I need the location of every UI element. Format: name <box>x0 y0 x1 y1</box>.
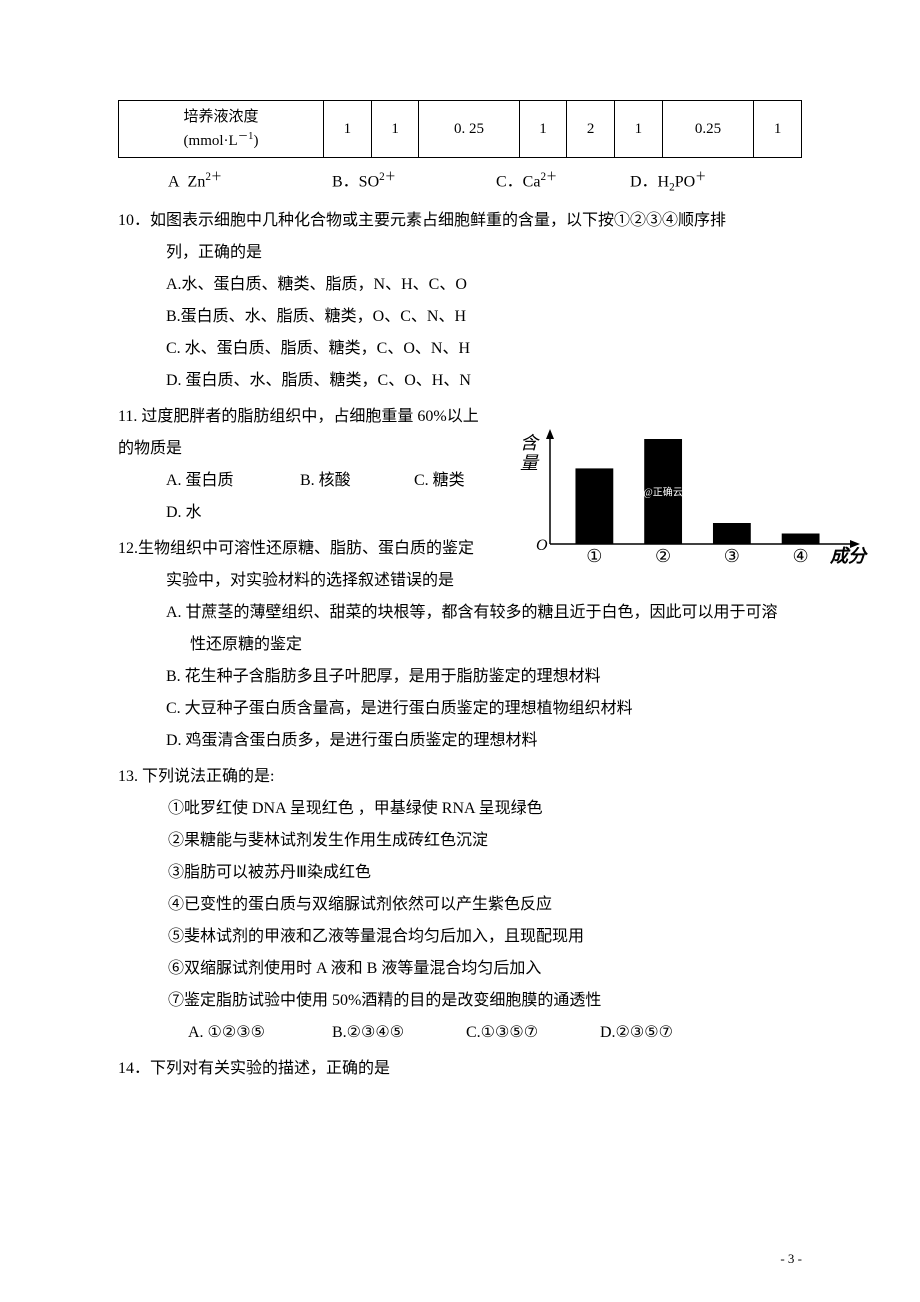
q13-option-b: B.②③④⑤ <box>332 1017 462 1049</box>
q9-option-a: A Zn2＋ <box>168 166 328 198</box>
q9-options: A Zn2＋ B．SO2＋ C．Ca2＋ D．H2PO＋ <box>118 166 802 199</box>
q13-item-6: ⑥双缩脲试剂使用时 A 液和 B 液等量混合均匀后加入 <box>118 953 802 985</box>
table-cell: 1 <box>371 101 419 158</box>
svg-text:O: O <box>536 537 548 554</box>
q13-option-d: D.②③⑤⑦ <box>600 1017 720 1049</box>
q10-stem2: 列，正确的是 <box>118 237 802 269</box>
q14-stem: 14．下列对有关实验的描述，正确的是 <box>118 1053 802 1085</box>
svg-text:①: ① <box>586 546 602 566</box>
table-cell: 0.25 <box>662 101 753 158</box>
q13-item-5: ⑤斐林试剂的甲液和乙液等量混合均匀后加入，且现配现用 <box>118 921 802 953</box>
svg-text:④: ④ <box>793 546 809 566</box>
table-cell: 1 <box>615 101 663 158</box>
q13-option-c: C.①③⑤⑦ <box>466 1017 596 1049</box>
bar-chart-svg: 含量 O ① ② ③ ④ @正确云成分 <box>510 429 870 569</box>
q13: 13. 下列说法正确的是: ①吡罗红使 DNA 呈现红色 ，甲基绿使 RNA 呈… <box>118 761 802 1049</box>
q11-option-c: C. 糖类 <box>414 465 514 497</box>
svg-text:成分: 成分 <box>829 546 868 566</box>
q13-item-3: ③脂肪可以被苏丹Ⅲ染成红色 <box>118 857 802 889</box>
svg-text:③: ③ <box>724 546 740 566</box>
q13-item-4: ④已变性的蛋白质与双缩脲试剂依然可以产生紫色反应 <box>118 889 802 921</box>
svg-text:含: 含 <box>520 433 540 453</box>
q13-option-a: A. ①②③⑤ <box>188 1017 328 1049</box>
table-cell: 0. 25 <box>419 101 519 158</box>
q12-stem2: 实验中，对实验材料的选择叙述错误的是 <box>118 565 802 597</box>
q10-option-a: A.水、蛋白质、糖类、脂质，N、H、C、O <box>118 269 802 301</box>
bar-chart: 含量 O ① ② ③ ④ @正确云成分 <box>510 429 870 569</box>
q10-option-b: B.蛋白质、水、脂质、糖类，O、C、N、H <box>118 301 802 333</box>
q13-item-1: ①吡罗红使 DNA 呈现红色 ，甲基绿使 RNA 呈现绿色 <box>118 793 802 825</box>
q12-option-c: C. 大豆种子蛋白质含量高，是进行蛋白质鉴定的理想植物组织材料 <box>118 693 802 725</box>
svg-text:②: ② <box>655 546 671 566</box>
svg-text:量: 量 <box>520 453 540 473</box>
concentration-table: 培养液浓度(mmol·L－1) 1 1 0. 25 1 2 1 0.25 1 <box>118 100 802 158</box>
svg-text:@正确云: @正确云 <box>644 486 683 499</box>
table-cell: 1 <box>519 101 567 158</box>
q12-option-d: D. 鸡蛋清含蛋白质多，是进行蛋白质鉴定的理想材料 <box>118 725 802 757</box>
q11-option-b: B. 核酸 <box>300 465 410 497</box>
page-number: - 3 - <box>780 1246 802 1272</box>
q13-item-7: ⑦鉴定脂肪试验中使用 50%酒精的目的是改变细胞膜的通透性 <box>118 985 802 1017</box>
q12-option-a2: 性还原糖的鉴定 <box>118 629 802 661</box>
q10: 10．如图表示细胞中几种化合物或主要元素占细胞鲜重的含量，以下按①②③④顺序排 … <box>118 205 802 397</box>
q10-stem1: 10．如图表示细胞中几种化合物或主要元素占细胞鲜重的含量，以下按①②③④顺序排 <box>118 205 802 237</box>
q11-option-a: A. 蛋白质 <box>166 465 296 497</box>
q13-stem: 13. 下列说法正确的是: <box>118 761 802 793</box>
q9-option-c: C．Ca2＋ <box>496 166 626 198</box>
q12-option-b: B. 花生种子含脂肪多且子叶肥厚，是用于脂肪鉴定的理想材料 <box>118 661 802 693</box>
q13-options: A. ①②③⑤ B.②③④⑤ C.①③⑤⑦ D.②③⑤⑦ <box>118 1017 802 1049</box>
table-cell: 2 <box>567 101 615 158</box>
table-cell: 1 <box>323 101 371 158</box>
q14: 14．下列对有关实验的描述，正确的是 <box>118 1053 802 1085</box>
table-header-cell: 培养液浓度(mmol·L－1) <box>119 101 324 158</box>
q9-option-d: D．H2PO＋ <box>630 166 770 199</box>
q10-option-d: D. 蛋白质、水、脂质、糖类，C、O、H、N <box>118 365 802 397</box>
q13-item-2: ②果糖能与斐林试剂发生作用生成砖红色沉淀 <box>118 825 802 857</box>
q10-option-c: C. 水、蛋白质、脂质、糖类，C、O、N、H <box>118 333 802 365</box>
table-cell: 1 <box>754 101 802 158</box>
table-row: 培养液浓度(mmol·L－1) 1 1 0. 25 1 2 1 0.25 1 <box>119 101 802 158</box>
q12-option-a1: A. 甘蔗茎的薄壁组织、甜菜的块根等，都含有较多的糖且近于白色，因此可以用于可溶 <box>118 597 802 629</box>
q9-option-b: B．SO2＋ <box>332 166 492 198</box>
